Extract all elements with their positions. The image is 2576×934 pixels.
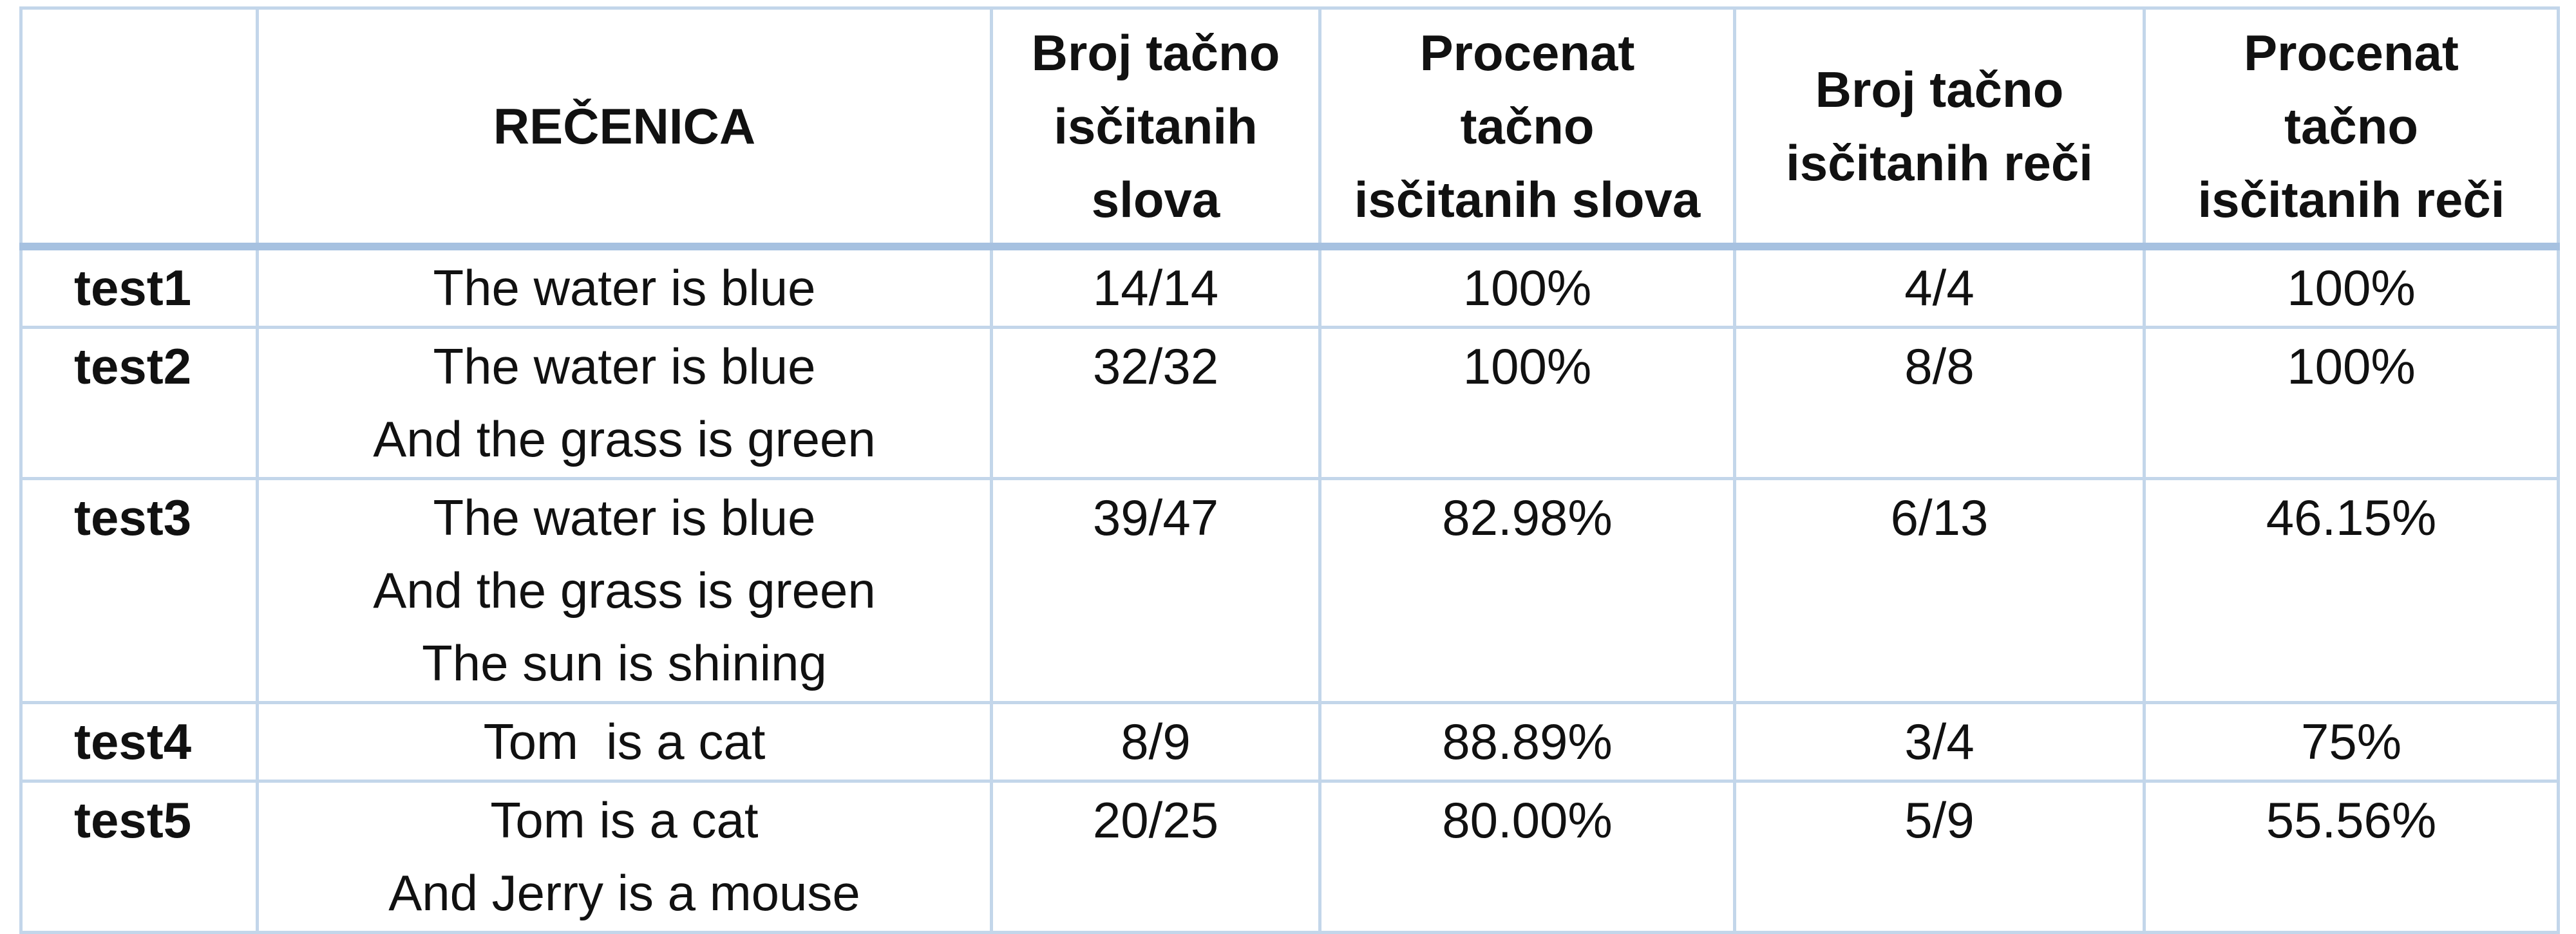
letters-percent-cell: 100% [1318,245,1736,329]
sentence-line: Tom is a cat [483,713,766,770]
letters-percent-cell: 80.00% [1318,780,1736,934]
results-table: REČENICA Broj tačno isčitanih slova Proc… [19,6,2560,934]
sentence-cell: Tom is a cat And Jerry is a mouse [256,780,993,934]
row-label: test1 [19,245,259,329]
words-correct-cell: 6/13 [1733,477,2146,704]
table-row: test2 The water is blue And the grass is… [19,326,2560,480]
header-row: REČENICA Broj tačno isčitanih slova Proc… [19,6,2560,250]
header-line: tačno [1460,98,1595,154]
sentence-cell: The water is blue [256,245,993,329]
letters-correct-cell: 32/32 [990,326,1321,480]
sentence-line: And the grass is green [373,562,876,619]
table-row: test1 The water is blue 14/14 100% 4/4 1… [19,245,2560,329]
sentence-line: Tom is a cat [490,792,759,848]
words-correct-cell: 5/9 [1733,780,2146,934]
sentence-line: The water is blue [433,259,816,316]
header-line: Broj tačno [1815,61,2064,118]
words-percent-cell: 55.56% [2143,780,2560,934]
table-row: test3 The water is blue And the grass is… [19,477,2560,704]
header-line: isčitanih reči [2197,171,2505,228]
table-header: REČENICA Broj tačno isčitanih slova Proc… [19,6,2560,250]
table-row: test4 Tom is a cat 8/9 88.89% 3/4 75% [19,701,2560,783]
letters-correct-cell: 20/25 [990,780,1321,934]
letters-percent-cell: 88.89% [1318,701,1736,783]
header-cell-words-percent: Procenat tačno isčitanih reči [2143,6,2560,250]
header-line: isčitanih [1054,98,1258,154]
header-line: Broj tačno [1031,24,1280,81]
row-label: test5 [19,780,259,934]
row-label: test4 [19,701,259,783]
words-percent-cell: 75% [2143,701,2560,783]
header-cell-words-correct: Broj tačno isčitanih reči [1733,6,2146,250]
header-line: isčitanih slova [1354,171,1701,228]
table-row: test5 Tom is a cat And Jerry is a mouse … [19,780,2560,934]
sentence-cell: The water is blue And the grass is green [256,326,993,480]
header-line: Procenat [1419,24,1635,81]
words-percent-cell: 100% [2143,326,2560,480]
sentence-cell: Tom is a cat [256,701,993,783]
table-body: test1 The water is blue 14/14 100% 4/4 1… [19,245,2560,934]
letters-correct-cell: 14/14 [990,245,1321,329]
header-cell-letters-correct: Broj tačno isčitanih slova [990,6,1321,250]
header-cell-sentence: REČENICA [256,6,993,250]
header-cell-empty [19,6,259,250]
letters-correct-cell: 39/47 [990,477,1321,704]
header-line: Procenat [2244,24,2459,81]
words-correct-cell: 8/8 [1733,326,2146,480]
sentence-cell: The water is blue And the grass is green… [256,477,993,704]
letters-percent-cell: 82.98% [1318,477,1736,704]
row-label: test3 [19,477,259,704]
header-line: isčitanih reči [1786,135,2093,191]
header-line: tačno [2284,98,2419,154]
sentence-line: The sun is shining [422,635,827,691]
sentence-line: The water is blue [433,338,816,395]
header-line: slova [1091,171,1220,228]
words-correct-cell: 3/4 [1733,701,2146,783]
words-percent-cell: 100% [2143,245,2560,329]
sentence-line: And the grass is green [373,411,876,467]
row-label: test2 [19,326,259,480]
letters-percent-cell: 100% [1318,326,1736,480]
words-percent-cell: 46.15% [2143,477,2560,704]
letters-correct-cell: 8/9 [990,701,1321,783]
header-cell-letters-percent: Procenat tačno isčitanih slova [1318,6,1736,250]
sentence-line: And Jerry is a mouse [388,864,860,921]
sentence-line: The water is blue [433,489,816,546]
words-correct-cell: 4/4 [1733,245,2146,329]
